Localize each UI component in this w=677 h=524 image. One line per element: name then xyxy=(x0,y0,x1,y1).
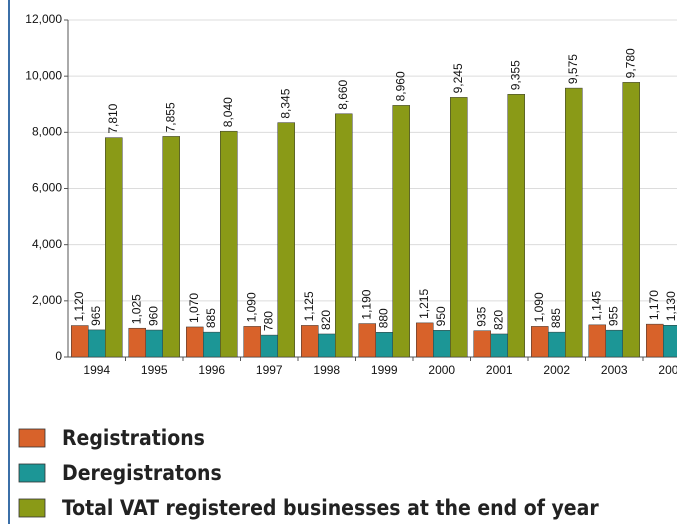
value-label: 9,575 xyxy=(566,54,580,84)
value-label: 1,070 xyxy=(187,293,201,323)
x-tick-label: 1996 xyxy=(198,363,225,377)
y-tick-label: 4,000 xyxy=(32,237,62,251)
bar xyxy=(565,87,583,358)
legend-swatch xyxy=(18,428,46,448)
bar xyxy=(301,325,319,358)
bar xyxy=(358,323,376,358)
bar xyxy=(507,94,525,358)
value-label: 8,345 xyxy=(278,88,292,118)
bar xyxy=(433,330,451,358)
value-label: 950 xyxy=(434,306,448,326)
bar xyxy=(663,325,677,358)
x-tick-label: 1997 xyxy=(256,363,283,377)
bar xyxy=(220,130,238,358)
bar xyxy=(277,122,295,358)
value-label: 955 xyxy=(606,306,620,326)
y-tick-label: 0 xyxy=(55,349,62,363)
bar xyxy=(71,325,89,358)
bar xyxy=(335,113,353,358)
bar xyxy=(375,332,393,358)
bar xyxy=(186,326,204,358)
bar xyxy=(260,334,278,358)
bar xyxy=(490,333,508,358)
x-tick-label: 2002 xyxy=(543,363,570,377)
value-label: 1,190 xyxy=(359,289,373,319)
bar xyxy=(128,327,146,358)
bar xyxy=(392,105,410,358)
value-label: 7,855 xyxy=(163,102,177,132)
legend-label: Registrations xyxy=(62,426,205,450)
value-label: 9,355 xyxy=(508,60,522,90)
legend-label: Deregistratons xyxy=(62,461,222,485)
bar xyxy=(162,136,180,358)
value-label: 1,130 xyxy=(664,291,677,321)
bar xyxy=(473,330,491,358)
bar xyxy=(88,329,106,358)
x-tick-label: 2004 xyxy=(658,363,677,377)
legend-swatch xyxy=(18,463,46,483)
value-label: 1,025 xyxy=(129,294,143,324)
bar xyxy=(243,326,261,358)
value-label: 1,090 xyxy=(244,292,258,322)
value-label: 9,245 xyxy=(451,63,465,93)
legend-label: Total VAT registered businesses at the e… xyxy=(62,496,599,520)
x-tick-label: 1995 xyxy=(141,363,168,377)
x-tick-label: 1994 xyxy=(83,363,110,377)
value-label: 935 xyxy=(474,306,488,326)
value-label: 960 xyxy=(146,306,160,326)
value-label: 8,960 xyxy=(393,71,407,101)
bar xyxy=(605,329,623,358)
y-tick-label: 2,000 xyxy=(32,293,62,307)
bar xyxy=(622,82,640,358)
x-tick-label: 2000 xyxy=(428,363,455,377)
value-label: 820 xyxy=(319,310,333,330)
value-label: 1,120 xyxy=(72,291,86,321)
value-label: 1,170 xyxy=(647,290,661,320)
bar xyxy=(203,331,221,358)
value-label: 780 xyxy=(261,311,275,331)
value-label: 965 xyxy=(89,306,103,326)
value-label: 820 xyxy=(491,310,505,330)
bar xyxy=(548,331,566,358)
x-tick-label: 2003 xyxy=(601,363,628,377)
bar xyxy=(531,326,549,358)
x-tick-label: 1998 xyxy=(313,363,340,377)
bar xyxy=(145,329,163,358)
value-label: 885 xyxy=(549,308,563,328)
y-tick-label: 6,000 xyxy=(32,181,62,195)
value-label: 885 xyxy=(204,308,218,328)
value-label: 1,215 xyxy=(417,289,431,319)
x-tick-label: 2001 xyxy=(486,363,513,377)
value-label: 8,040 xyxy=(221,97,235,127)
y-tick-label: 8,000 xyxy=(32,125,62,139)
value-label: 880 xyxy=(376,308,390,328)
x-tick-label: 1999 xyxy=(371,363,398,377)
bar xyxy=(416,322,434,358)
bar xyxy=(105,137,123,358)
legend-swatch xyxy=(18,498,46,518)
y-tick-label: 12,000 xyxy=(25,12,62,26)
y-tick-label: 10,000 xyxy=(25,68,62,82)
bar xyxy=(318,333,336,358)
bar xyxy=(588,324,606,358)
value-label: 1,145 xyxy=(589,290,603,320)
value-label: 1,090 xyxy=(532,292,546,322)
value-label: 7,810 xyxy=(106,103,120,133)
bar xyxy=(450,97,468,358)
value-label: 8,660 xyxy=(336,79,350,109)
value-label: 9,780 xyxy=(623,48,637,78)
bar xyxy=(646,323,664,358)
value-label: 1,125 xyxy=(302,291,316,321)
